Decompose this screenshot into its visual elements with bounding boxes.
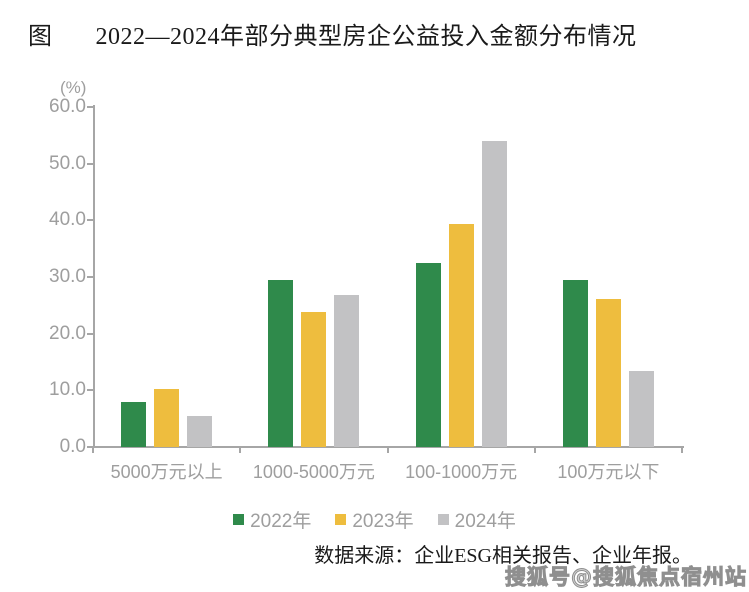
- bar-2024年-100-1000万元: [481, 141, 507, 447]
- bar-2022年-100万元以下: [562, 279, 588, 447]
- y-tick-mark: [87, 106, 93, 108]
- y-tick-label: 60.0: [49, 96, 86, 117]
- watermark-text: 搜狐号@搜狐焦点宿州站: [505, 565, 747, 590]
- bar-2023年-100万元以下: [595, 298, 621, 447]
- bar-2023年-100-1000万元: [448, 224, 474, 447]
- legend-marker-icon: [437, 514, 449, 525]
- legend-marker-icon: [335, 514, 347, 525]
- data-source-note: 数据来源：企业ESG相关报告、企业年报。: [314, 545, 692, 567]
- bar-2022年-5000万元以上: [121, 401, 147, 447]
- x-tick-mark: [386, 446, 389, 453]
- figure-title-text: 2022—2024年部分典型房企公益投入金额分布情况: [95, 24, 637, 50]
- y-axis-line: [93, 105, 95, 447]
- bar-2023年-1000-5000万元: [301, 312, 327, 447]
- y-tick-mark: [87, 276, 93, 278]
- y-tick-label: 40.0: [49, 209, 86, 231]
- bar-2024年-1000-5000万元: [334, 294, 360, 447]
- x-tick-mark: [239, 446, 242, 453]
- figure-label: 图: [28, 24, 53, 50]
- x-axis-line: [93, 446, 684, 448]
- y-tick-mark: [87, 332, 93, 335]
- y-tick-mark: [87, 389, 93, 392]
- x-tick-mark: [681, 446, 683, 453]
- y-tick-mark: [87, 446, 93, 448]
- y-tick-mark: [87, 162, 93, 165]
- legend-label: 2024年: [454, 511, 516, 532]
- bar-2024年-100万元以下: [628, 371, 654, 447]
- y-tick-mark: [87, 219, 93, 222]
- y-axis-unit-label: (%): [60, 78, 87, 97]
- legend-item: 2022年: [233, 506, 311, 533]
- x-category-label: 5000万元以上: [110, 462, 223, 482]
- bar-2022年-1000-5000万元: [268, 279, 294, 447]
- legend-label: 2023年: [352, 511, 414, 532]
- legend-label: 2022年: [250, 511, 312, 532]
- y-tick-label: 20.0: [49, 322, 86, 344]
- x-category-label: 100-1000万元: [405, 462, 518, 482]
- y-tick-label: 0.0: [59, 436, 86, 457]
- x-tick-mark: [92, 446, 94, 453]
- figure-title: 图 2022—2024年部分典型房企公益投入金额分布情况: [28, 16, 637, 51]
- bar-2024年-5000万元以上: [187, 416, 213, 447]
- legend-marker-icon: [233, 514, 245, 525]
- y-tick-label: 10.0: [49, 379, 86, 401]
- x-category-label: 1000-5000万元: [252, 462, 375, 482]
- x-category-label: 100万元以下: [557, 462, 660, 482]
- y-tick-label: 30.0: [49, 266, 86, 287]
- legend-item: 2023年: [335, 506, 414, 533]
- bar-2023年-5000万元以上: [154, 388, 180, 447]
- legend-item: 2024年: [437, 506, 516, 533]
- bar-2022年-100-1000万元: [415, 263, 441, 447]
- x-tick-mark: [533, 446, 536, 453]
- chart-legend: 2022年 2023年 2024年: [0, 506, 749, 533]
- y-tick-label: 50.0: [49, 152, 86, 174]
